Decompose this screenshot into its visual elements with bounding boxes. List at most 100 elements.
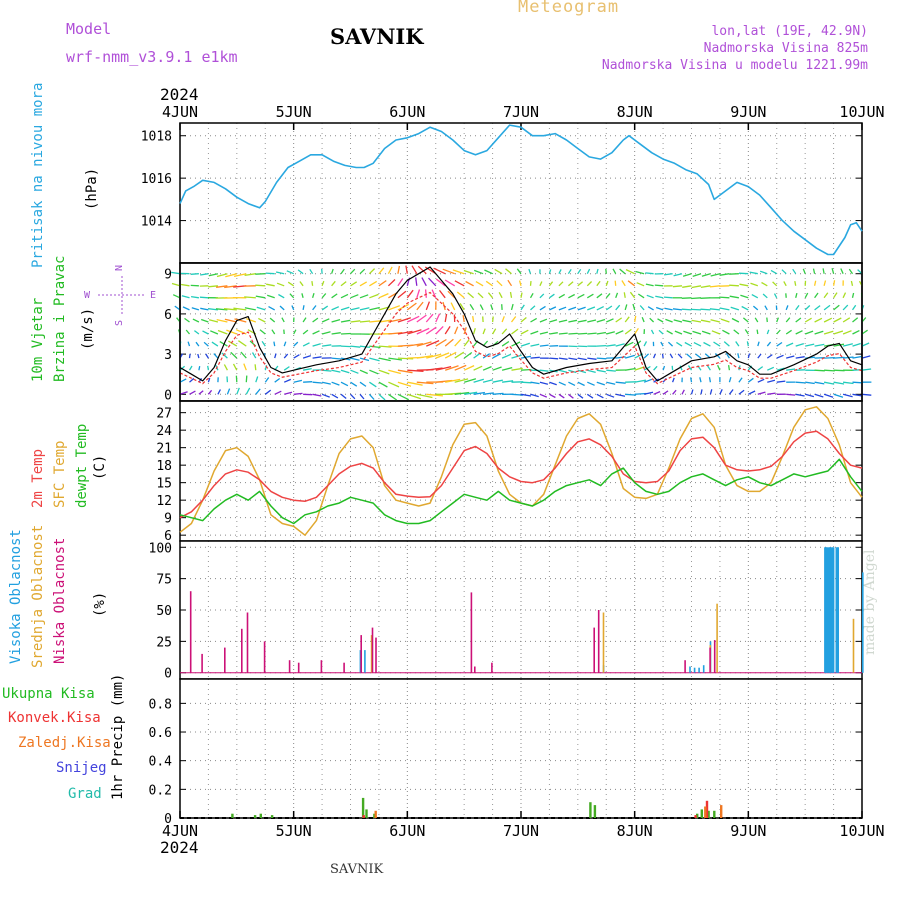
wind-arrow [271,329,276,335]
wind-arrow [605,292,611,299]
wind-arrow [501,328,508,335]
wind-arrow [359,281,368,287]
wind-arrow [479,304,484,311]
wind-arrow [350,268,356,275]
wind-arrow [397,278,404,287]
wind-arrow [200,307,209,311]
wind-arrow [558,381,566,386]
model-label: Model [66,20,112,38]
wind-arrow [321,318,330,323]
wind-arrow [804,292,809,299]
wind-arrow [667,341,674,347]
wind-arrow [701,273,711,277]
wind-arrow [776,341,783,347]
conv-precip-bar [705,800,709,818]
wind-arrow [472,328,476,335]
wind-arrow [781,269,787,275]
wind-arrow [549,357,559,360]
wind-arrow [629,291,636,299]
wind-arrow [397,265,401,274]
wind-arrow [312,343,321,347]
wind-arrow [750,282,759,287]
wind-arrow [255,284,266,287]
wind-arrow [814,393,824,398]
wind-arrow [586,281,593,287]
wind-arrows-layer [171,265,872,401]
wind-arrow [259,329,266,335]
wind-arrow [184,317,190,323]
wind-arrow [208,285,218,288]
wind-arrow [530,330,539,335]
wind-arrow [645,283,654,287]
wind-arrow [501,316,505,323]
wind-arrow [795,342,804,347]
wind-arrow [520,355,532,359]
wind-arrow [279,305,285,311]
wind-arrow [852,393,862,397]
wind-arrow [378,369,390,375]
precip-ytick-label: 0.2 [149,783,172,798]
wind-arrow [577,293,585,299]
wind-arrow [664,307,673,311]
wind-arrow [378,280,387,287]
wind-arrow [463,339,470,347]
freezing-precip-bar [374,810,377,818]
wind-arrow [331,293,338,299]
precip-ytick-label: 0.4 [149,755,173,770]
wind-arrow [197,353,200,359]
wind-arrow [636,282,645,287]
wind-arrow [255,388,261,395]
wind-arrow [207,389,213,395]
wind-arrow [746,341,749,347]
wind-arrow [302,305,305,311]
wind-arrow [660,341,664,347]
wind-arrow [331,381,340,386]
wind-arrow [530,393,539,398]
wind-arrow [833,369,845,372]
wind-arrow [754,317,759,323]
wind-arrow [624,316,630,323]
wind-arrow [359,294,369,299]
wind-arrow [520,342,531,347]
wind-arrow [255,295,266,299]
wind-arrow [397,381,412,387]
wind-arrow [673,319,683,323]
wind-arrow [276,282,285,287]
wind-arrow [293,329,297,335]
wind-arrow [454,351,465,359]
wind-arrow [435,325,444,335]
wind-arrow [719,273,730,276]
wind-arrow [568,357,578,361]
wind-arrow [711,330,721,335]
wind-arrow [350,345,361,348]
wind-arrow [851,304,857,311]
wind-arrow [188,353,191,359]
wind-arrow [577,357,587,361]
wind-arrow [444,365,459,371]
wind-arrow [647,306,654,311]
wind-arrow [624,328,632,335]
wind-arrow [861,329,868,335]
wind-arrow [719,389,723,395]
wind-arrow [833,356,845,359]
wind-arrow [330,268,334,274]
mid-cloud-bar [370,635,373,673]
wind-arrow [612,268,617,275]
wind-arrow [723,341,730,347]
wind-arrow [243,363,247,371]
low-cloud-bar [288,660,291,673]
wind-arrow [287,281,295,287]
wind-arrow [454,280,465,287]
wind-arrow [302,342,310,347]
wind-arrow [840,268,844,274]
wind-arrow [406,289,414,299]
wind-arrow [211,341,219,347]
temperature-ytick-label: 9 [164,512,172,527]
wind-arrow [650,329,655,335]
wind-arrow [172,294,181,299]
wind-arrow [528,268,532,274]
wind-arrow [795,305,800,311]
wind-arrow [433,267,446,275]
wind-arrow [233,307,247,311]
wind-arrow [568,369,577,374]
